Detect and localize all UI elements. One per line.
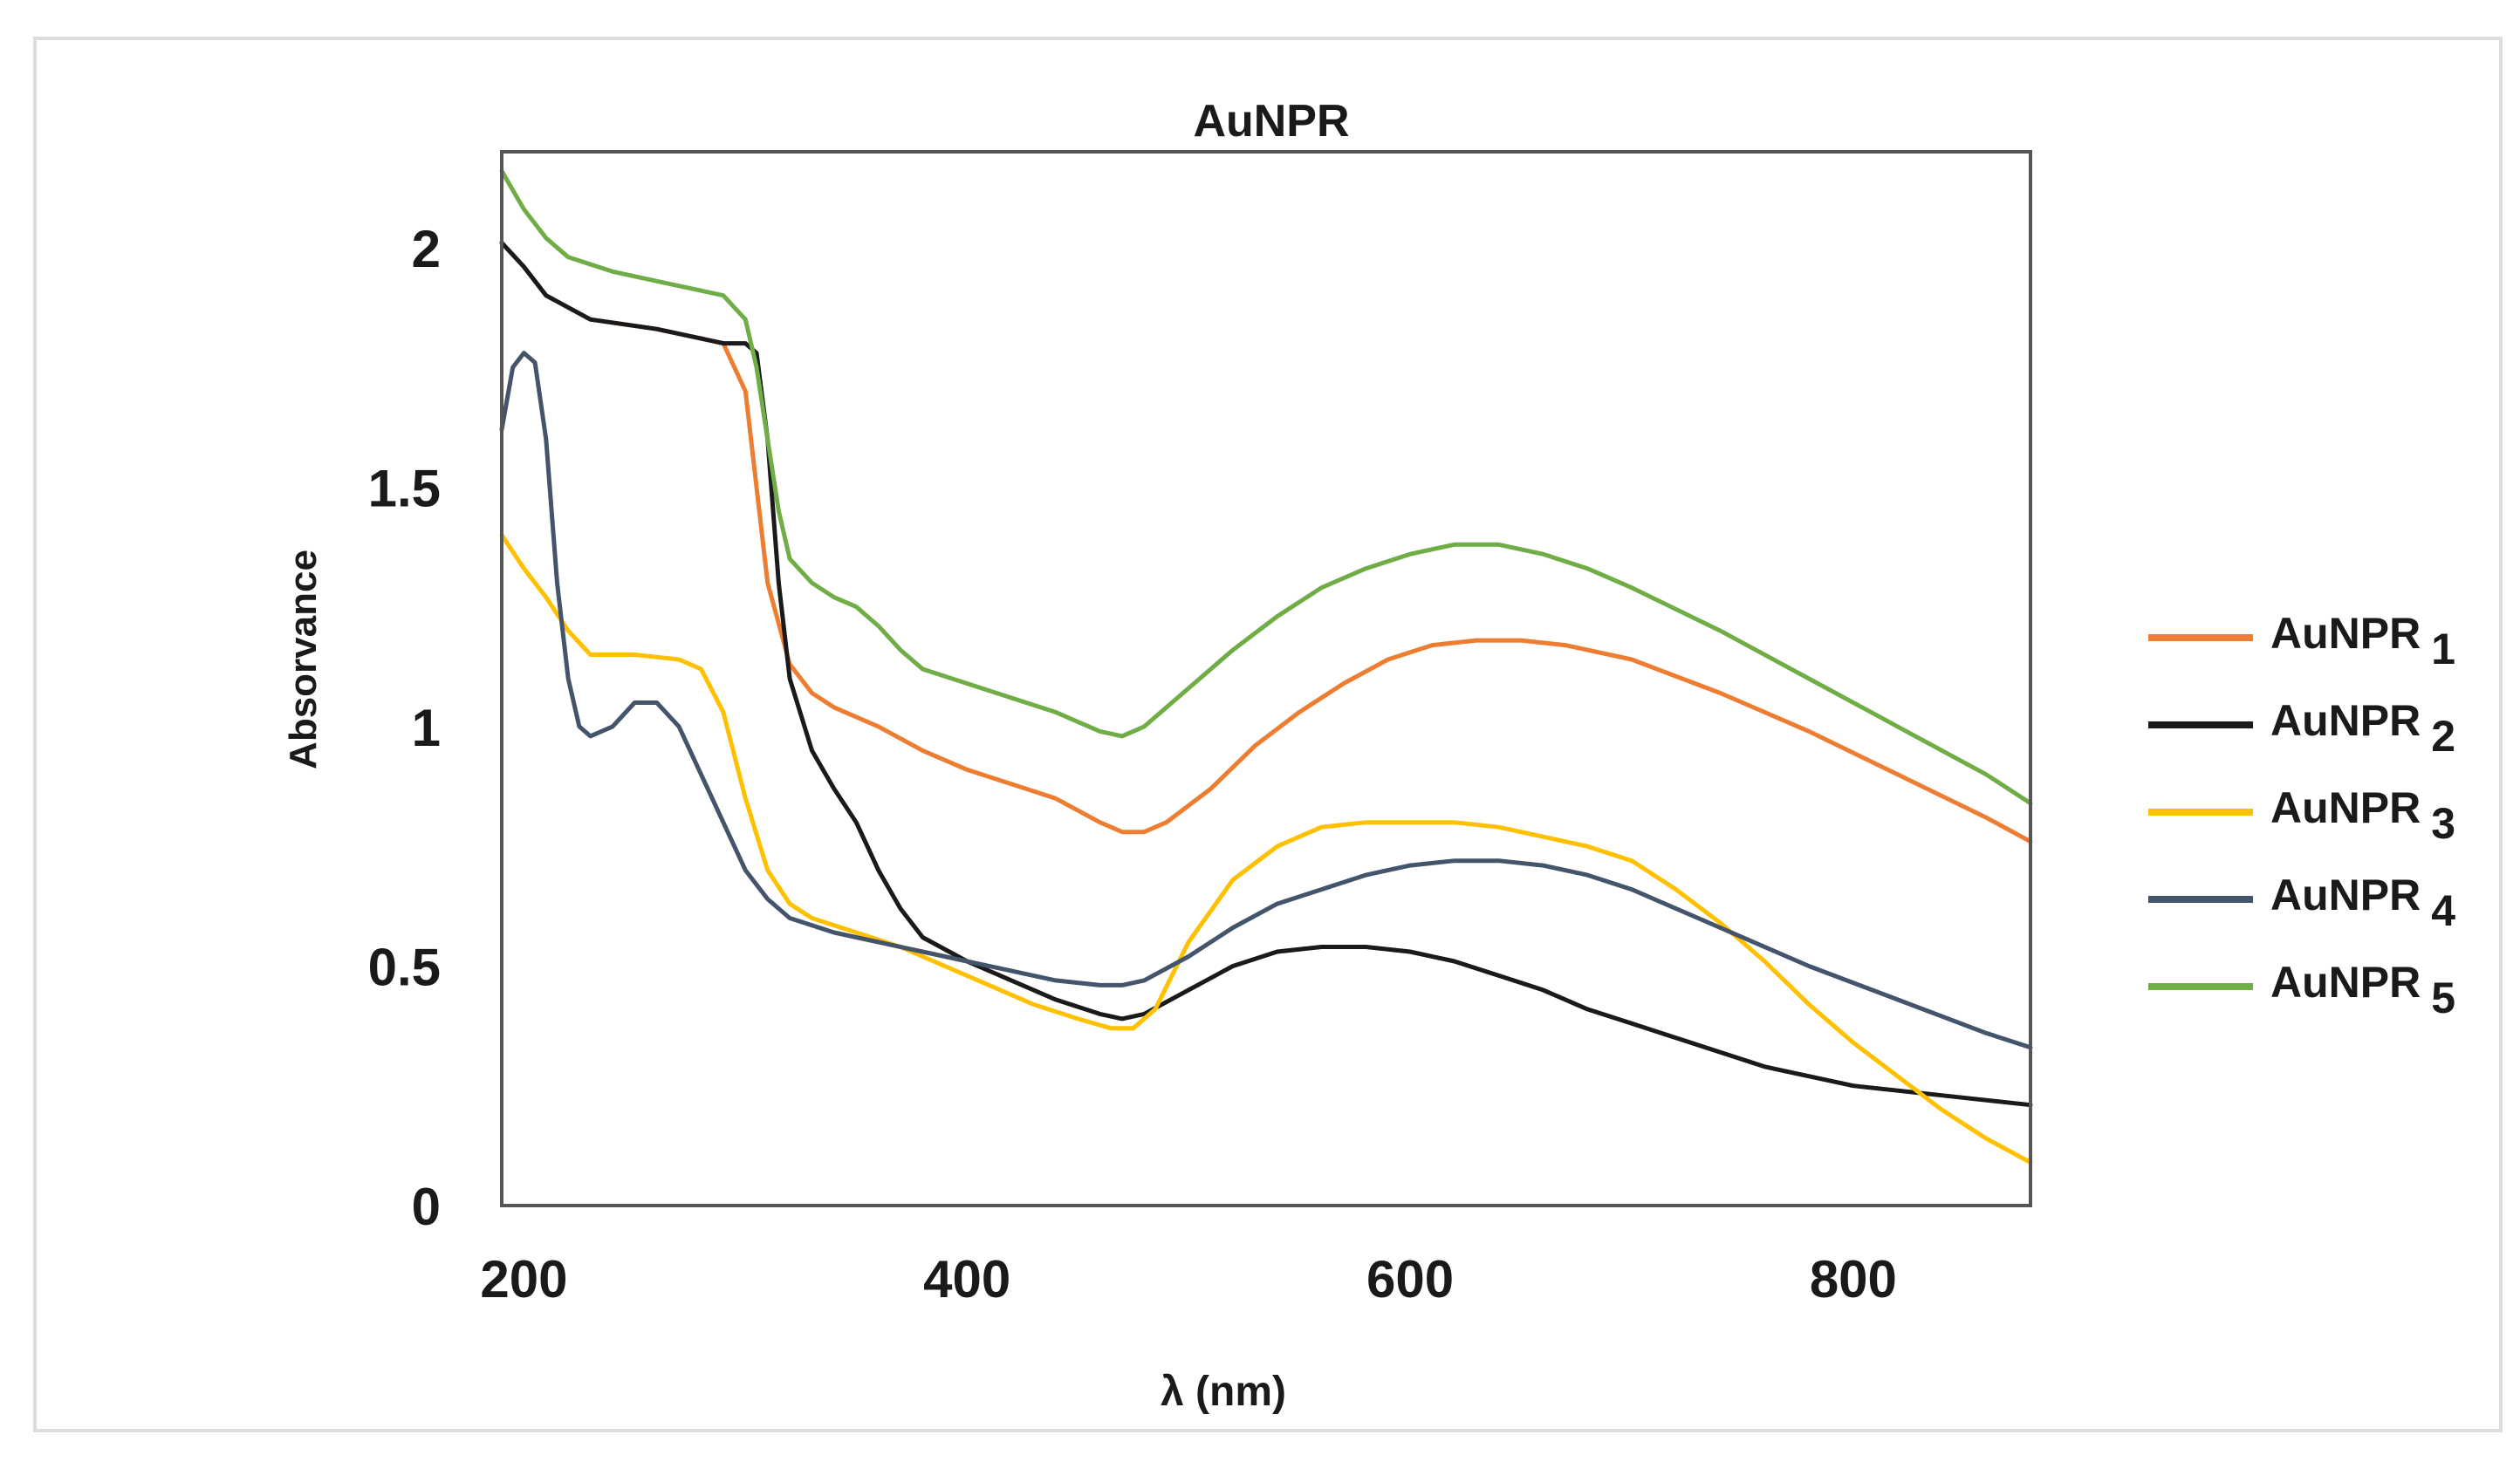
x-tick-label: 800 [1810,1250,1897,1308]
legend-label-5: AuNPR 5 [2270,958,2455,1022]
x-tick-label: 600 [1366,1250,1454,1308]
y-tick-label: 0.5 [368,938,441,996]
series-line-5 [499,168,2033,806]
series-line-3 [499,532,2033,1165]
y-tick-label: 1.5 [368,459,441,517]
y-tick-label: 0 [412,1178,441,1236]
legend-label-2: AuNPR 2 [2270,696,2455,761]
legend-label-3: AuNPR 3 [2270,783,2455,848]
series-line-2 [499,240,2033,1108]
y-axis-label: Absorvance [282,550,325,769]
chart-title: AuNPR [1193,96,1349,147]
x-tick-label: 200 [480,1250,567,1308]
chart-svg: AuNPR Absorvance λ (nm) 200 400 600 800 0 0.5… [282,96,2455,1415]
legend: AuNPR 1 AuNPR 2 AuNPR 3 AuNPR 4 AuNPR 5 [2148,609,2455,1022]
y-tick-label: 1 [412,699,441,757]
legend-label-4: AuNPR 4 [2270,871,2455,935]
chart-frame: AuNPR Absorvance λ (nm) 200 400 600 800 0 0.5… [33,37,2503,1432]
x-tick-label: 400 [923,1250,1010,1308]
y-tick-label: 2 [412,220,441,278]
legend-label-1: AuNPR 1 [2270,609,2455,673]
x-axis-label: λ (nm) [1161,1369,1286,1415]
series-line-1 [499,240,2033,844]
series-line-4 [499,351,2033,1050]
plot-area [500,150,2032,1207]
